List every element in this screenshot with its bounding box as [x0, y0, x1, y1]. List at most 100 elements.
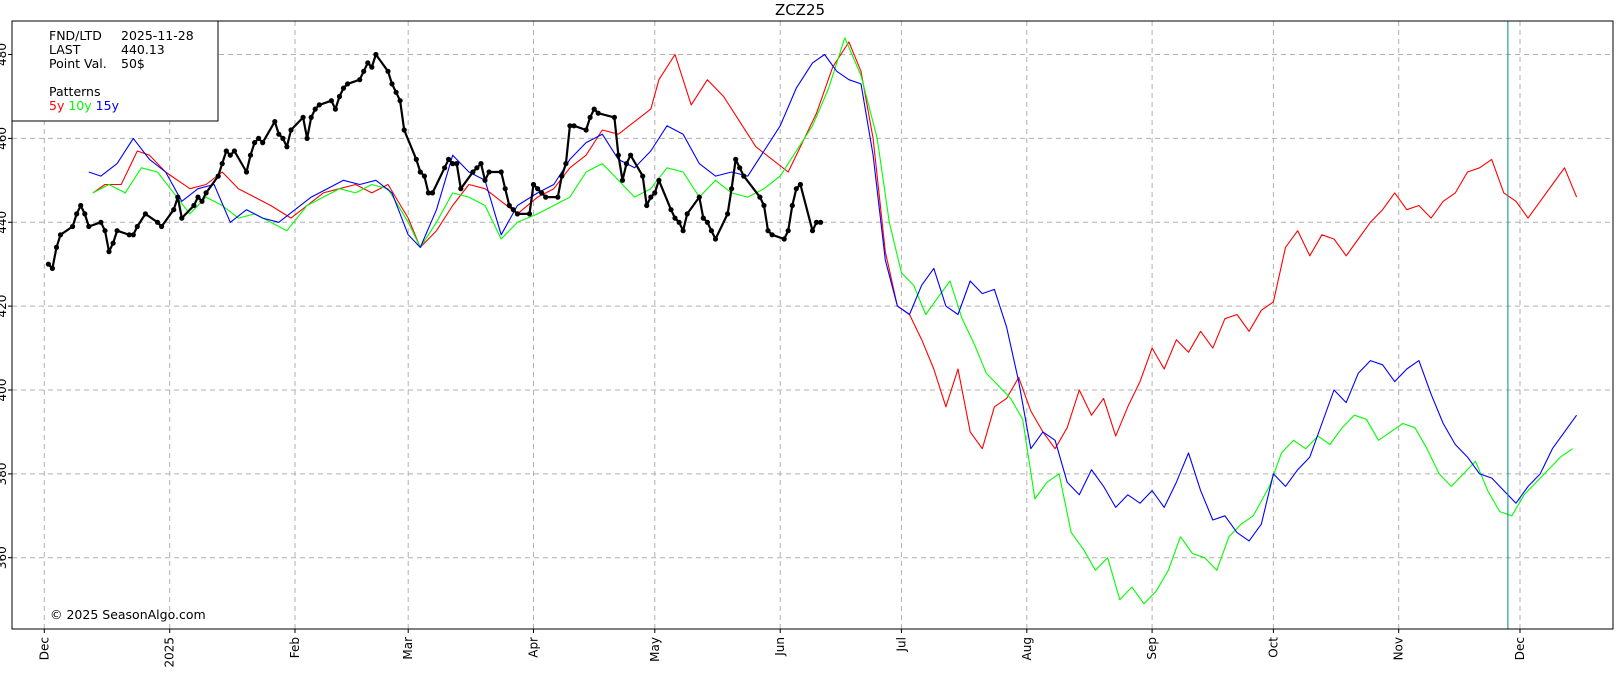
data-point	[741, 173, 747, 179]
data-point	[656, 177, 662, 183]
y-tick-label: 460	[0, 127, 9, 150]
y-tick-label: 400	[0, 379, 9, 402]
data-point	[316, 102, 322, 108]
x-tick-label: Dec	[1513, 637, 1527, 660]
data-point	[712, 236, 719, 242]
data-point	[243, 169, 250, 175]
data-point	[781, 236, 787, 242]
x-tick-label: 2025	[163, 637, 177, 668]
data-point	[272, 119, 278, 125]
data-point	[154, 219, 161, 225]
copyright: © 2025 SeasonAlgo.com	[50, 607, 206, 622]
data-point	[514, 211, 521, 217]
data-point	[526, 211, 533, 217]
data-point	[357, 77, 363, 83]
y-tick-label: 420	[0, 295, 9, 318]
data-point	[223, 148, 229, 154]
y-tick-label: 360	[0, 546, 9, 569]
data-point	[595, 110, 601, 116]
data-point	[535, 186, 541, 192]
data-point	[369, 64, 375, 70]
data-point	[280, 135, 286, 141]
series-15y	[88, 53, 1578, 542]
data-point	[53, 244, 60, 250]
x-tick-label: Aug	[1020, 637, 1034, 660]
x-tick-label: Dec	[37, 637, 51, 660]
data-point	[559, 173, 565, 179]
data-point	[247, 152, 254, 158]
data-point	[397, 98, 403, 104]
data-point	[57, 232, 64, 238]
data-point	[729, 186, 735, 192]
x-axis: Dec 2025 Feb Mar Apr May Jun Jul Aug Sep Oct Nov Dec	[37, 629, 1527, 668]
data-point	[361, 68, 367, 74]
info-label-last: LAST	[49, 42, 81, 57]
data-point	[373, 51, 379, 58]
data-point	[628, 152, 634, 158]
data-point	[725, 211, 731, 217]
data-point	[74, 211, 80, 217]
data-point	[680, 228, 686, 234]
data-point	[684, 211, 690, 217]
data-point	[644, 202, 650, 209]
data-point	[191, 202, 197, 209]
data-point	[510, 207, 516, 213]
grid	[12, 21, 1613, 629]
data-point	[676, 219, 682, 225]
y-axis: 360 380 400 420 440 460 480	[0, 43, 12, 569]
data-point	[478, 161, 484, 167]
data-point	[555, 194, 561, 200]
data-point	[591, 106, 597, 112]
data-point	[571, 123, 577, 129]
data-point	[130, 232, 136, 238]
data-point	[219, 161, 225, 167]
data-point	[619, 177, 626, 183]
data-point	[458, 186, 464, 192]
data-point	[288, 127, 294, 133]
data-point	[498, 169, 504, 175]
x-tick-label: May	[648, 637, 662, 662]
data-point	[276, 131, 282, 137]
data-point	[308, 114, 314, 120]
x-tick-label: Mar	[401, 637, 415, 660]
data-point	[332, 106, 338, 112]
data-point	[114, 228, 120, 234]
data-point	[583, 127, 589, 133]
data-point	[312, 106, 318, 112]
data-point	[256, 135, 262, 141]
data-point	[442, 165, 448, 171]
info-value-fnd: 2025-11-28	[121, 28, 194, 43]
data-point	[345, 81, 351, 87]
data-point	[328, 98, 334, 104]
data-point	[785, 228, 791, 234]
data-point	[82, 211, 88, 217]
data-point	[175, 194, 181, 200]
data-point	[78, 202, 84, 209]
data-point	[336, 93, 343, 100]
data-point	[425, 190, 431, 196]
data-point	[700, 215, 706, 221]
plot-frame	[11, 20, 1614, 630]
x-tick-label: Oct	[1266, 637, 1280, 658]
data-point	[474, 165, 480, 171]
x-tick-label: Nov	[1392, 637, 1406, 660]
data-point	[587, 114, 593, 120]
x-tick-label: Sep	[1145, 637, 1159, 660]
series-line-10y	[92, 37, 1573, 605]
y-tick-label: 440	[0, 211, 9, 234]
data-point	[652, 190, 658, 196]
info-box-frame	[11, 20, 219, 122]
series-layer	[45, 37, 1578, 605]
info-value-last: 440.13	[121, 42, 165, 57]
info-label-fnd: FND/LTD	[49, 28, 102, 43]
data-point	[159, 223, 165, 230]
data-point	[393, 89, 399, 95]
data-point	[227, 152, 233, 158]
data-point	[623, 161, 630, 167]
data-point	[737, 165, 743, 171]
data-point	[757, 194, 763, 200]
data-point	[260, 140, 266, 146]
x-tick-label: Apr	[527, 637, 541, 658]
data-point	[86, 223, 92, 230]
